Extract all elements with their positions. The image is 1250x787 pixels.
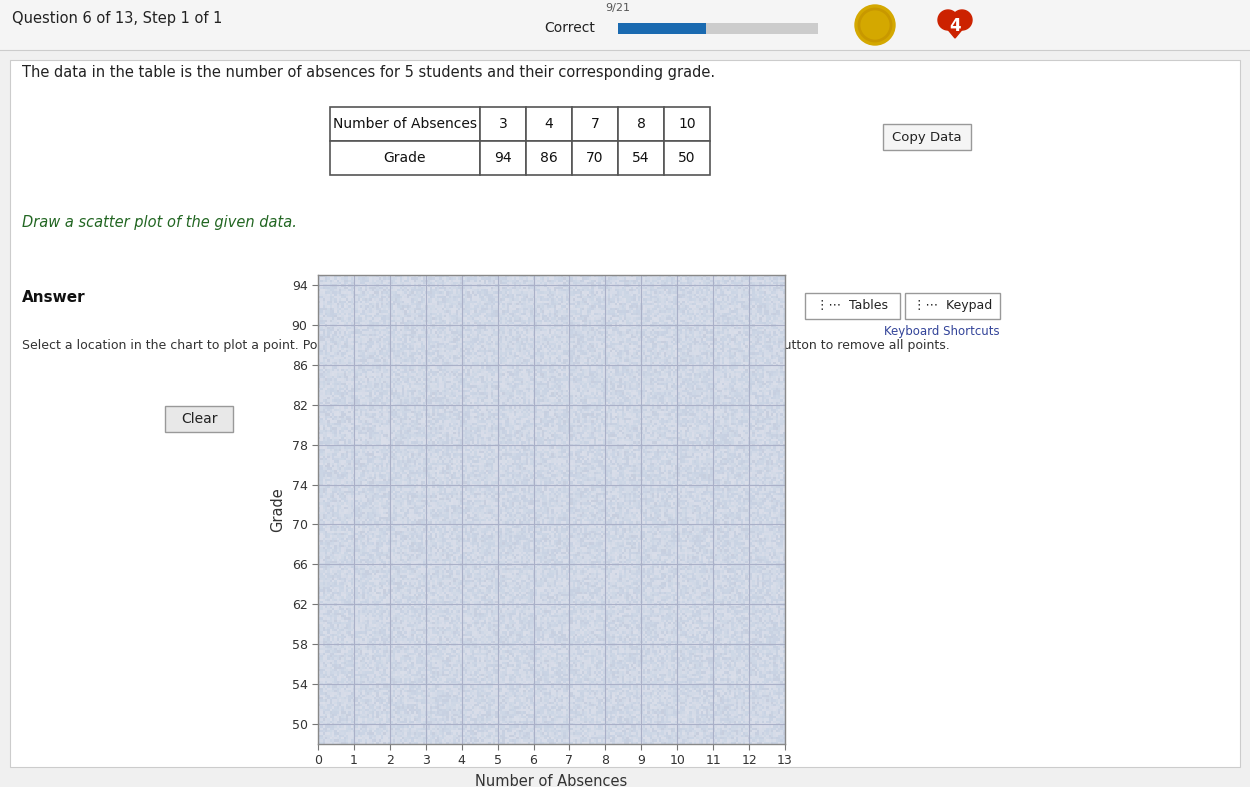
Text: Answer: Answer [22, 290, 85, 305]
Bar [618, 23, 706, 34]
Bar [10, 60, 1240, 767]
Text: 3: 3 [499, 117, 508, 131]
Text: ⋮⋯  Keypad: ⋮⋯ Keypad [912, 300, 993, 312]
Bar [526, 141, 572, 175]
Text: 9/21: 9/21 [605, 3, 630, 13]
Bar [165, 406, 232, 432]
Bar [664, 141, 710, 175]
Bar [572, 107, 618, 141]
Bar [572, 141, 618, 175]
Bar [882, 124, 971, 150]
X-axis label: Number of Absences: Number of Absences [475, 774, 628, 787]
Bar [480, 107, 526, 141]
Text: 54: 54 [632, 151, 650, 165]
Text: ⋮⋯  Tables: ⋮⋯ Tables [816, 300, 889, 312]
Polygon shape [940, 20, 970, 38]
Text: The data in the table is the number of absences for 5 students and their corresp: The data in the table is the number of a… [22, 65, 715, 79]
Text: Correct: Correct [545, 21, 595, 35]
Text: Grade: Grade [384, 151, 426, 165]
Text: 7: 7 [591, 117, 600, 131]
Circle shape [952, 10, 972, 30]
Circle shape [938, 10, 958, 30]
Text: 86: 86 [540, 151, 558, 165]
Text: 94: 94 [494, 151, 511, 165]
Text: Keyboard Shortcuts: Keyboard Shortcuts [885, 324, 1000, 338]
Bar [664, 107, 710, 141]
Bar [0, 0, 1250, 50]
Text: 4: 4 [949, 17, 961, 35]
Circle shape [855, 5, 895, 45]
Bar [805, 293, 900, 319]
Bar [526, 107, 572, 141]
Bar [480, 141, 526, 175]
Text: 8: 8 [636, 117, 645, 131]
Text: Copy Data: Copy Data [892, 131, 961, 143]
Text: Draw a scatter plot of the given data.: Draw a scatter plot of the given data. [22, 215, 298, 230]
Text: Select a location in the chart to plot a point. Points can be moved by dragging : Select a location in the chart to plot a… [22, 338, 950, 352]
Text: Clear: Clear [181, 412, 218, 426]
Text: Question 6 of 13, Step 1 of 1: Question 6 of 13, Step 1 of 1 [12, 10, 222, 25]
Bar [618, 23, 818, 34]
Text: 50: 50 [679, 151, 696, 165]
Bar [330, 141, 480, 175]
Text: 70: 70 [586, 151, 604, 165]
Text: 10: 10 [679, 117, 696, 131]
Text: Number of Absences: Number of Absences [332, 117, 478, 131]
Bar [905, 293, 1000, 319]
Bar [618, 141, 664, 175]
Text: 4: 4 [545, 117, 554, 131]
Bar [618, 107, 664, 141]
Bar [330, 107, 480, 141]
Y-axis label: Grade: Grade [270, 487, 285, 532]
